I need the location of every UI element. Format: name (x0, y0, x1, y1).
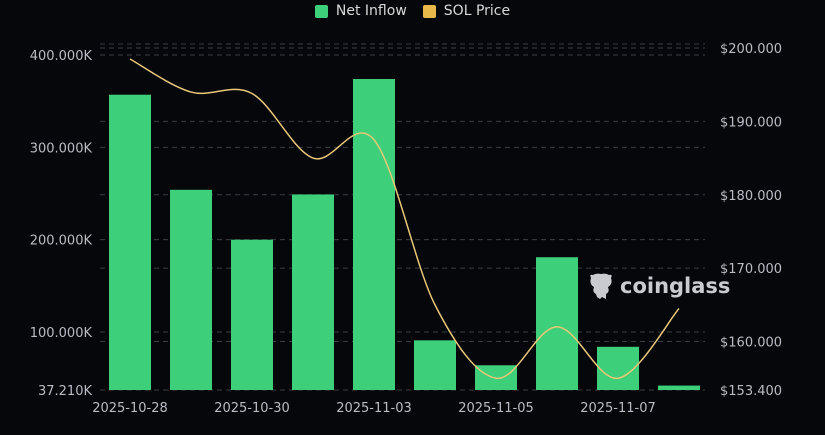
net-inflow-bar[interactable] (109, 94, 151, 390)
net-inflow-bar[interactable] (292, 194, 334, 390)
left-axis-tick: 200.000K (30, 234, 93, 249)
right-axis-tick: $180.000 (720, 189, 782, 204)
net-inflow-swatch-icon (314, 4, 328, 18)
net-inflow-bar[interactable] (658, 385, 700, 390)
net-inflow-bar[interactable] (414, 340, 456, 390)
right-axis-tick: $200.000 (720, 42, 782, 57)
x-axis-tick: 2025-11-07 (580, 401, 656, 416)
legend-label-sol-price: SOL Price (443, 3, 511, 19)
net-inflow-bar[interactable] (536, 257, 578, 390)
watermark: coinglass (588, 272, 730, 300)
left-axis-tick: 37.210K (38, 384, 92, 399)
legend-item-sol-price[interactable]: SOL Price (422, 3, 511, 19)
x-axis-tick: 2025-11-05 (458, 401, 534, 416)
right-axis-tick: $160.000 (720, 336, 782, 351)
net-inflow-bar[interactable] (353, 79, 395, 391)
right-axis-tick: $190.000 (720, 115, 782, 130)
net-inflow-bar[interactable] (170, 189, 212, 390)
chart-legend: Net Inflow SOL Price (0, 3, 825, 19)
right-axis-tick: $170.000 (720, 262, 782, 277)
sol-price-line[interactable] (129, 58, 680, 380)
left-axis-tick: 300.000K (30, 141, 93, 156)
net-inflow-bar[interactable] (597, 346, 639, 390)
x-axis-tick: 2025-10-30 (214, 401, 290, 416)
left-axis-tick: 100.000K (30, 326, 93, 341)
legend-label-net-inflow: Net Inflow (335, 3, 407, 19)
x-axis-tick: 2025-11-03 (336, 401, 412, 416)
legend-item-net-inflow[interactable]: Net Inflow (314, 3, 407, 19)
coinglass-logo-icon (590, 273, 612, 299)
sol-price-swatch-icon (422, 4, 436, 18)
x-axis-tick: 2025-10-28 (92, 401, 168, 416)
left-axis-tick: 400.000K (30, 49, 93, 64)
net-inflow-bar[interactable] (231, 239, 273, 390)
right-axis-tick: $153.400 (720, 384, 782, 399)
watermark-text: coinglass (620, 274, 731, 298)
